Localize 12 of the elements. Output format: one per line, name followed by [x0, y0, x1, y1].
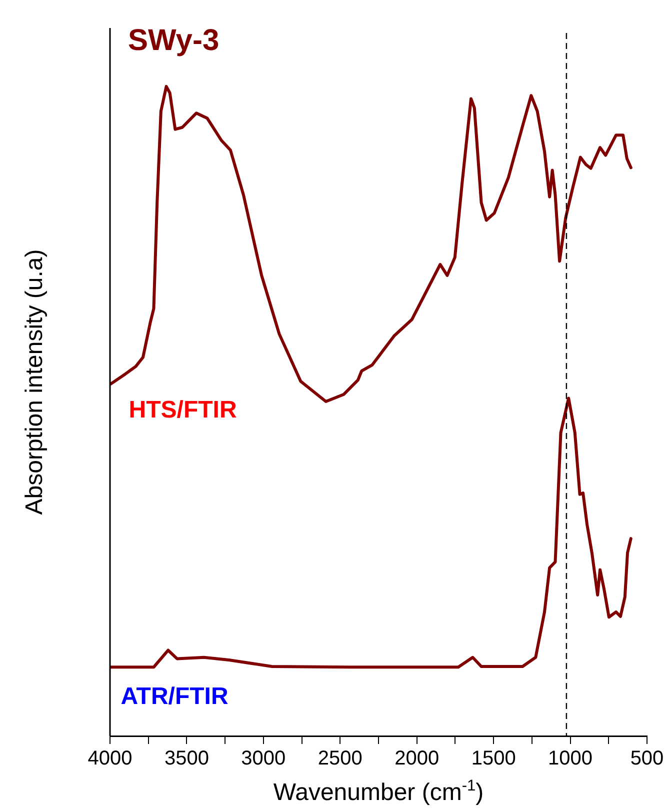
x-tick-label: 1500: [471, 748, 516, 770]
x-tick-label: 500: [630, 748, 664, 770]
x-tick-label: 1000: [548, 748, 593, 770]
x-tick-label: 4000: [88, 748, 132, 770]
x-tick-label: 3500: [164, 748, 209, 770]
chart-title: SWy-3: [128, 24, 220, 57]
x-tick-label: 2000: [394, 748, 440, 770]
x-tick-label: 3000: [241, 748, 286, 770]
x-tick-label: 2500: [318, 748, 362, 770]
y-axis-title: Absorption intensity (u.a): [21, 249, 48, 515]
annotation: ATR/FTIR: [120, 683, 228, 710]
annotation: HTS/FTIR: [128, 396, 237, 424]
